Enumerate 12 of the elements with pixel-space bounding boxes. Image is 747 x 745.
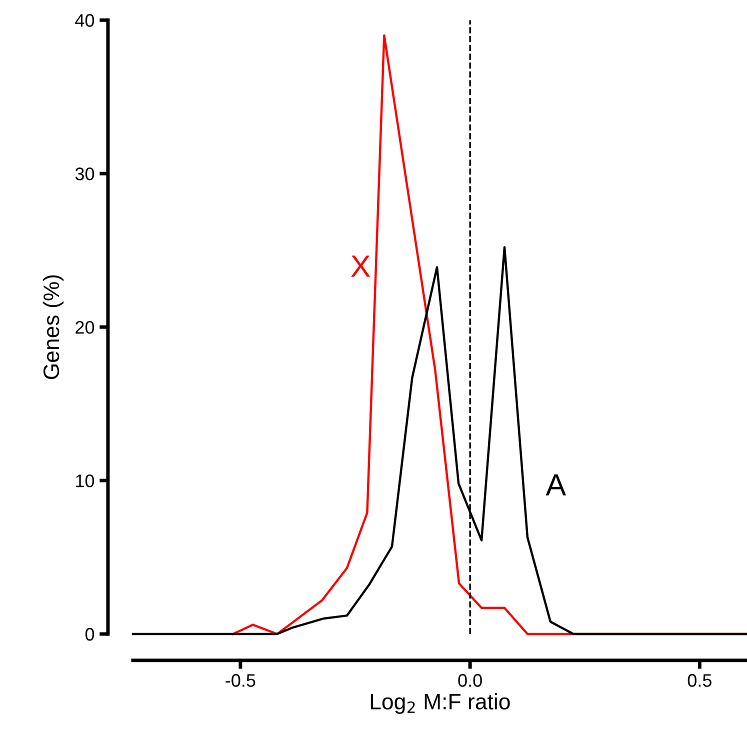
x-tick-label: 0.5 [688, 674, 712, 687]
x-tick-label: 0.0 [458, 674, 482, 687]
series-label: X [351, 256, 370, 277]
y-tick-label: 0 [85, 628, 94, 641]
x-tick-label: -0.5 [226, 674, 256, 687]
series-label: A [546, 474, 566, 496]
y-axis-title: Genes (%) [42, 275, 64, 380]
y-tick-label: 30 [75, 168, 94, 180]
y-tick-label: 10 [76, 474, 94, 488]
y-tick-label: 20 [76, 320, 94, 334]
x-axis-title: Log$_{2}$ M:F ratio [370, 693, 510, 714]
y-tick-label: 40 [75, 14, 94, 27]
